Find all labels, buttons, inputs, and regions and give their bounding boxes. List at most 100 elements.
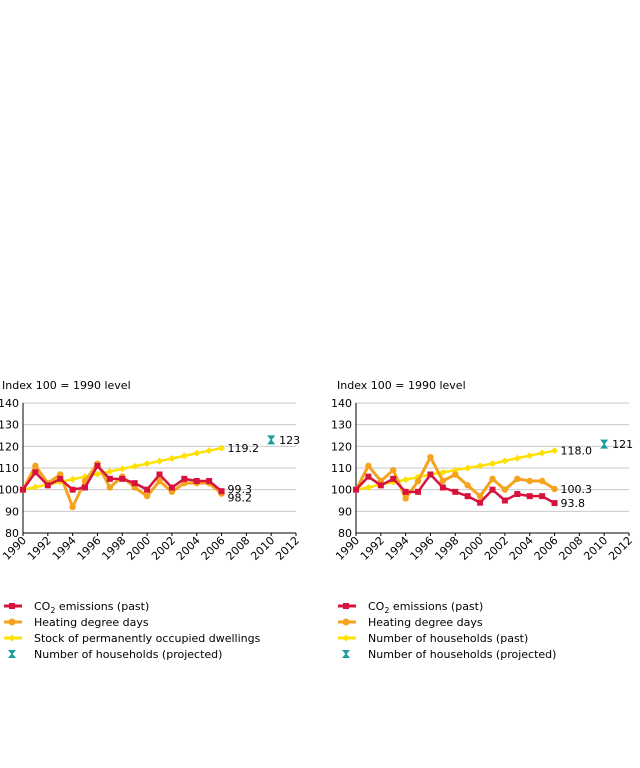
data-point: [69, 503, 76, 511]
legend-marker: [341, 650, 351, 658]
data-point: [390, 466, 397, 474]
legend-label: CO2 emissions (past): [368, 600, 483, 615]
data-point: [501, 497, 508, 504]
legend-label: CO2 emissions (past): [34, 600, 149, 615]
data-point: [32, 469, 39, 476]
legend-marker: [9, 603, 15, 609]
legend-label: Number of households (projected): [34, 648, 222, 661]
legend-label-main: Number of households (past): [368, 632, 528, 645]
data-point: [156, 471, 163, 478]
data-point: [377, 482, 384, 489]
series-stock: 119.2: [19, 442, 260, 494]
data-point: [489, 486, 496, 493]
data-point: [365, 462, 372, 470]
y-axis-title: Index 100 = 1990 level: [2, 379, 131, 392]
series-proj: 121: [600, 438, 633, 451]
data-point: [353, 486, 359, 493]
data-point: [156, 457, 163, 465]
legend-marker: [342, 634, 350, 642]
y-tick-label: 130: [0, 419, 19, 432]
y-tick-label: 90: [5, 505, 19, 518]
data-point: [32, 462, 39, 470]
legend-label-main: CO: [34, 600, 51, 613]
legend-label: Stock of permanently occupied dwellings: [34, 632, 261, 645]
data-point: [600, 439, 609, 449]
y-tick-label: 120: [331, 440, 352, 453]
data-point: [364, 484, 372, 491]
data-point: [427, 453, 434, 461]
x-tick-label: 1992: [25, 534, 54, 563]
data-point: [168, 454, 176, 462]
legend-label-sub: 2: [384, 606, 389, 615]
x-tick-label: 1992: [358, 534, 387, 563]
data-point: [131, 462, 139, 470]
legend-marker: [8, 618, 16, 626]
legend-label-rest: emissions (past): [389, 600, 483, 613]
legend-label-main: Heating degree days: [368, 616, 483, 629]
legend-item: Stock of permanently occupied dwellings: [4, 632, 261, 645]
y-axis-title: Index 100 = 1990 level: [337, 379, 466, 392]
data-point: [390, 475, 397, 482]
chart-panel-2: Index 100 = 1990 level 80 90 100 110 120 130 14…: [331, 379, 635, 661]
x-tick-label: 1996: [408, 534, 437, 563]
data-point: [538, 449, 546, 457]
data-point: [156, 477, 163, 485]
legend-label: Number of households (projected): [368, 648, 556, 661]
data-point: [205, 447, 213, 455]
data-point: [119, 475, 126, 482]
y-tick-label: 110: [0, 462, 19, 475]
legend-marker: [342, 618, 350, 626]
x-tick-label: 2012: [606, 534, 635, 563]
x-tick-label: 2006: [532, 534, 561, 563]
data-point: [44, 482, 51, 489]
data-point: [106, 484, 114, 491]
data-point: [218, 444, 226, 452]
data-point: [144, 486, 151, 493]
y-tick-label: 140: [0, 397, 19, 410]
end-value-label: 118.0: [561, 445, 593, 458]
data-point: [476, 492, 484, 500]
data-point: [106, 467, 114, 475]
data-point: [526, 477, 533, 485]
y-tick-label: 90: [338, 505, 352, 518]
data-point: [452, 488, 459, 495]
x-tick-label: 2010: [248, 534, 277, 563]
data-point: [193, 478, 200, 484]
end-value-label: 93.8: [561, 497, 586, 510]
legend-marker: [343, 603, 349, 609]
legend-label: Number of households (past): [368, 632, 528, 645]
x-tick-label: 1994: [50, 534, 79, 563]
legend-label-main: Number of households (projected): [368, 648, 556, 661]
data-point: [489, 460, 496, 468]
legend-label-sub: 2: [50, 606, 55, 615]
legend-item: Number of households (projected): [341, 648, 556, 661]
data-point: [514, 475, 521, 483]
x-tick-label: 1994: [383, 534, 412, 563]
data-point: [551, 447, 559, 455]
x-tick-label: 2006: [199, 534, 228, 563]
end-value-label: 99.3: [228, 483, 253, 496]
data-point: [143, 460, 151, 468]
data-point: [206, 478, 213, 484]
x-tick-label: 2004: [174, 534, 203, 563]
data-point: [402, 495, 409, 502]
end-value-label: 119.2: [228, 442, 260, 455]
data-point: [489, 475, 496, 483]
y-tick-label: 80: [5, 527, 19, 540]
y-tick-label: 100: [0, 484, 19, 497]
x-tick-label: 2012: [273, 534, 302, 563]
data-point: [143, 492, 151, 500]
data-point: [365, 473, 372, 480]
x-tick-label: 2002: [482, 534, 511, 563]
series-proj: 123: [267, 434, 300, 447]
data-point: [464, 464, 472, 472]
data-point: [267, 435, 276, 445]
end-value-label: 121: [612, 438, 633, 451]
series-co2: 99.3: [20, 462, 253, 496]
x-tick-label: 2000: [124, 534, 153, 563]
x-tick-label: 2000: [457, 534, 486, 563]
end-value-label: 98.2: [228, 492, 253, 505]
data-point: [402, 488, 409, 495]
data-point: [452, 471, 459, 478]
